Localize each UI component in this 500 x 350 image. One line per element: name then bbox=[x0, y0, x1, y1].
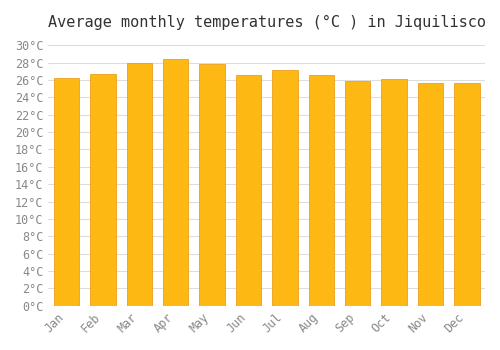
Bar bbox=[163, 59, 188, 306]
Bar bbox=[200, 64, 225, 306]
Bar bbox=[126, 63, 152, 306]
Bar bbox=[418, 83, 443, 306]
Bar bbox=[272, 70, 297, 306]
Title: Average monthly temperatures (°C ) in Jiquilisco: Average monthly temperatures (°C ) in Ji… bbox=[48, 15, 486, 30]
Bar bbox=[454, 83, 479, 306]
Bar bbox=[90, 74, 116, 306]
Bar bbox=[236, 75, 261, 306]
Bar bbox=[382, 79, 407, 306]
Bar bbox=[54, 78, 80, 306]
Bar bbox=[308, 75, 334, 306]
Bar bbox=[345, 81, 370, 306]
